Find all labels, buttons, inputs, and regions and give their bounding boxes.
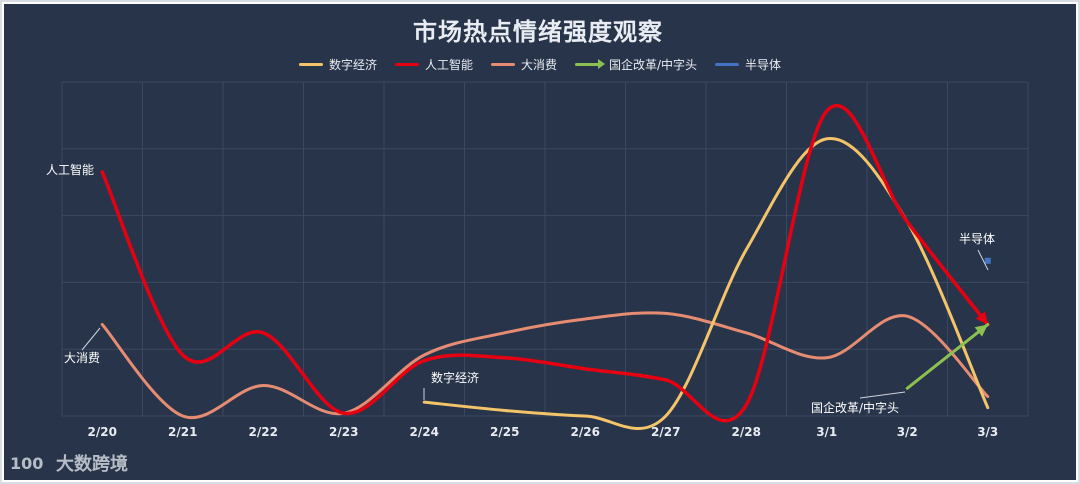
x-tick-label: 3/3 bbox=[977, 425, 998, 439]
annotation-label: 数字经济 bbox=[431, 370, 479, 385]
annotation-label: 国企改革/中字头 bbox=[811, 400, 899, 415]
x-tick-label: 2/28 bbox=[732, 425, 761, 439]
chart-panel bbox=[4, 4, 1076, 480]
x-tick-label: 3/2 bbox=[897, 425, 918, 439]
annotation-leader-line bbox=[859, 391, 906, 399]
series-line bbox=[100, 311, 990, 420]
x-tick-label: 2/22 bbox=[249, 425, 278, 439]
x-tick-label: 2/27 bbox=[651, 425, 680, 439]
watermark-text: 大数跨境 bbox=[56, 454, 128, 475]
x-tick-label: 3/1 bbox=[816, 425, 837, 439]
x-tick-label: 2/20 bbox=[88, 425, 117, 439]
legend-swatch-soe-reform bbox=[574, 59, 605, 69]
legend-swatch-ai bbox=[394, 63, 419, 66]
legend-swatch-semiconductor bbox=[715, 63, 740, 66]
grid bbox=[61, 81, 1029, 417]
legend-item-consumption[interactable]: 大消费 bbox=[490, 56, 557, 73]
annotation-leader-line bbox=[977, 249, 989, 271]
legend-label-consumption: 大消费 bbox=[520, 58, 557, 72]
x-tick-label: 2/24 bbox=[410, 425, 439, 439]
series-4 bbox=[984, 257, 991, 264]
series-point bbox=[984, 257, 991, 264]
legend-item-ai[interactable]: 人工智能 bbox=[394, 56, 473, 73]
series-arrowhead bbox=[974, 324, 988, 337]
series-arrowhead bbox=[975, 311, 988, 325]
legend-swatch-consumption bbox=[490, 63, 515, 66]
chart-title: 市场热点情绪强度观察 bbox=[413, 18, 663, 46]
x-tick-label: 2/21 bbox=[168, 425, 197, 439]
x-tick-label: 2/23 bbox=[329, 425, 358, 439]
annotation-label: 大消费 bbox=[64, 351, 100, 365]
legend: 数字经济 人工智能 大消费 国企改革/中字头 半导体 bbox=[0, 56, 1080, 73]
series-1 bbox=[100, 103, 990, 423]
watermark: 100 大数跨境 bbox=[10, 450, 128, 476]
legend-item-soe-reform[interactable]: 国企改革/中字头 bbox=[574, 56, 698, 73]
legend-item-digital-economy[interactable]: 数字经济 bbox=[298, 56, 377, 73]
annotation-label: 半导体 bbox=[959, 232, 995, 246]
series-3 bbox=[905, 323, 990, 390]
legend-label-ai: 人工智能 bbox=[424, 58, 473, 72]
watermark-logo-icon: 100 bbox=[10, 452, 50, 474]
annotation-label: 人工智能 bbox=[46, 162, 94, 177]
annotation-leader-line bbox=[81, 327, 101, 351]
series-2 bbox=[100, 311, 990, 420]
x-tick-label: 2/26 bbox=[571, 425, 600, 439]
legend-swatch-digital-economy bbox=[298, 63, 323, 66]
series-line bbox=[100, 103, 990, 423]
x-tick-label: 2/25 bbox=[490, 425, 519, 439]
legend-label-digital-economy: 数字经济 bbox=[328, 58, 377, 72]
watermark-logo-text: 100 bbox=[10, 454, 43, 473]
legend-item-semiconductor[interactable]: 半导体 bbox=[715, 56, 781, 73]
legend-label-soe-reform: 国企改革/中字头 bbox=[608, 58, 698, 72]
legend-label-semiconductor: 半导体 bbox=[745, 58, 782, 72]
